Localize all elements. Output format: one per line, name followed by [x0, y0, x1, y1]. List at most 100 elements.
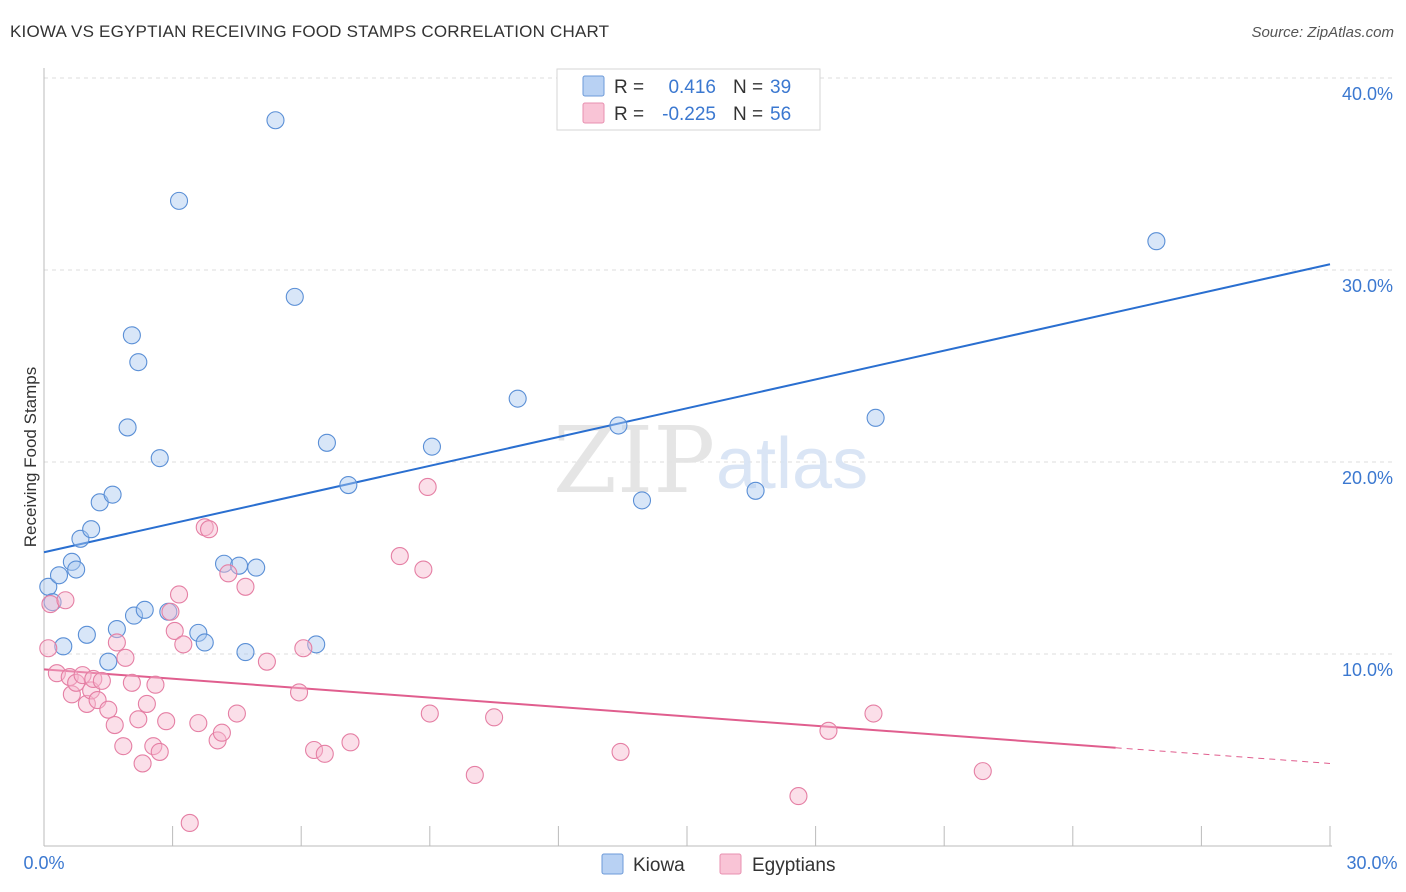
data-points [39, 111, 1166, 833]
point-egyptians-38 [236, 577, 255, 596]
trend-line-1 [43, 668, 1116, 749]
point-egyptians-30 [180, 813, 199, 833]
point-egyptians-40 [290, 683, 309, 702]
point-egyptians-43 [315, 744, 334, 763]
trend-line-dashed-1 [1115, 747, 1331, 764]
bottom-legend-swatch-egyptians [719, 853, 742, 875]
axes [43, 68, 1332, 847]
point-egyptians-48 [420, 704, 439, 723]
point-kiowa-10 [99, 652, 118, 671]
legend-box: R = 0.416 N = 39 R = -0.225 N = 56 [556, 68, 821, 131]
point-kiowa-15 [124, 606, 144, 625]
point-kiowa-37 [866, 408, 885, 427]
point-egyptians-23 [146, 675, 165, 694]
legend-r-label-egyptians: R = [614, 104, 644, 125]
point-egyptians-20 [133, 754, 152, 773]
watermark: ZIP atlas [553, 407, 868, 514]
point-kiowa-18 [150, 449, 169, 468]
point-egyptians-41 [294, 639, 313, 658]
trend-line-0 [43, 263, 1331, 554]
point-egyptians-3 [56, 591, 75, 610]
point-egyptians-24 [150, 742, 169, 761]
point-kiowa-16 [129, 353, 148, 372]
point-kiowa-23 [214, 554, 234, 573]
point-egyptians-7 [73, 666, 92, 685]
point-kiowa-30 [317, 433, 336, 452]
point-kiowa-26 [247, 558, 266, 577]
point-kiowa-33 [508, 389, 527, 408]
point-egyptians-27 [165, 621, 184, 641]
point-kiowa-8 [82, 520, 101, 539]
legend-swatch-egyptians [582, 102, 605, 124]
y-tick-label-40: 40.0% [1342, 84, 1393, 104]
legend-n-value-egyptians: 56 [770, 104, 791, 125]
point-kiowa-25 [236, 643, 255, 662]
point-egyptians-54 [864, 704, 883, 723]
point-kiowa-21 [189, 623, 208, 642]
point-egyptians-47 [418, 477, 437, 497]
point-egyptians-51 [611, 742, 630, 761]
bottom-legend-label-egyptians: Egyptians [752, 855, 835, 876]
point-egyptians-28 [169, 585, 189, 604]
chart-title: KIOWA VS EGYPTIAN RECEIVING FOOD STAMPS … [10, 22, 610, 41]
point-kiowa-12 [107, 619, 126, 639]
source-label: Source: ZipAtlas.com [1251, 24, 1394, 41]
point-egyptians-33 [199, 520, 219, 539]
legend-n-label-kiowa: N = [733, 77, 763, 98]
point-egyptians-46 [414, 560, 433, 579]
point-kiowa-36 [746, 481, 765, 500]
point-kiowa-28 [285, 287, 304, 306]
point-egyptians-0 [39, 639, 58, 658]
point-egyptians-39 [257, 652, 276, 671]
x-tick-label-max: 30.0% [1346, 853, 1397, 873]
point-egyptians-35 [212, 723, 231, 742]
y-tick-label-20: 20.0% [1342, 468, 1393, 488]
y-tick-label-30: 30.0% [1342, 276, 1393, 296]
point-egyptians-18 [122, 673, 141, 692]
y-axis-label: Receiving Food Stamps [21, 367, 40, 547]
point-kiowa-2 [49, 566, 69, 585]
point-egyptians-14 [105, 715, 124, 735]
point-egyptians-12 [92, 671, 111, 690]
point-kiowa-5 [67, 560, 86, 579]
point-egyptians-6 [67, 673, 86, 692]
point-egyptians-55 [973, 762, 992, 781]
point-kiowa-3 [54, 637, 73, 656]
point-kiowa-20 [169, 191, 189, 210]
point-egyptians-25 [157, 712, 176, 731]
point-egyptians-31 [189, 714, 208, 733]
y-tick-label-10: 10.0% [1342, 660, 1393, 680]
point-egyptians-17 [116, 648, 135, 667]
gridlines [44, 77, 1392, 655]
x-ticks [43, 826, 1331, 846]
point-egyptians-37 [227, 704, 246, 723]
point-egyptians-8 [77, 694, 96, 713]
legend-n-label-egyptians: N = [733, 104, 763, 125]
point-egyptians-36 [219, 564, 238, 583]
point-egyptians-29 [174, 635, 193, 654]
watermark-atlas: atlas [716, 424, 868, 504]
bottom-legend-label-kiowa: Kiowa [633, 855, 685, 876]
bottom-legend: Kiowa Egyptians [601, 853, 835, 876]
point-kiowa-11 [103, 485, 122, 504]
legend-swatch-kiowa [582, 75, 605, 97]
point-kiowa-34 [609, 416, 628, 435]
point-egyptians-53 [819, 721, 838, 740]
legend-r-label-kiowa: R = [614, 77, 644, 98]
point-egyptians-50 [485, 708, 504, 727]
point-kiowa-17 [135, 600, 154, 619]
trend-lines [43, 263, 1331, 764]
point-kiowa-32 [422, 437, 441, 456]
y-tick-labels: 10.0% 20.0% 30.0% 40.0% [1342, 84, 1393, 680]
point-egyptians-16 [114, 737, 133, 756]
legend-n-value-kiowa: 39 [770, 77, 791, 98]
bottom-legend-swatch-kiowa [601, 853, 624, 875]
point-egyptians-1 [41, 595, 60, 614]
legend-r-value-egyptians: -0.225 [662, 104, 716, 125]
point-kiowa-14 [122, 326, 141, 345]
point-egyptians-26 [161, 602, 180, 621]
point-kiowa-31 [339, 475, 358, 495]
point-kiowa-7 [77, 625, 96, 644]
point-egyptians-49 [465, 765, 484, 785]
point-egyptians-52 [789, 787, 808, 806]
